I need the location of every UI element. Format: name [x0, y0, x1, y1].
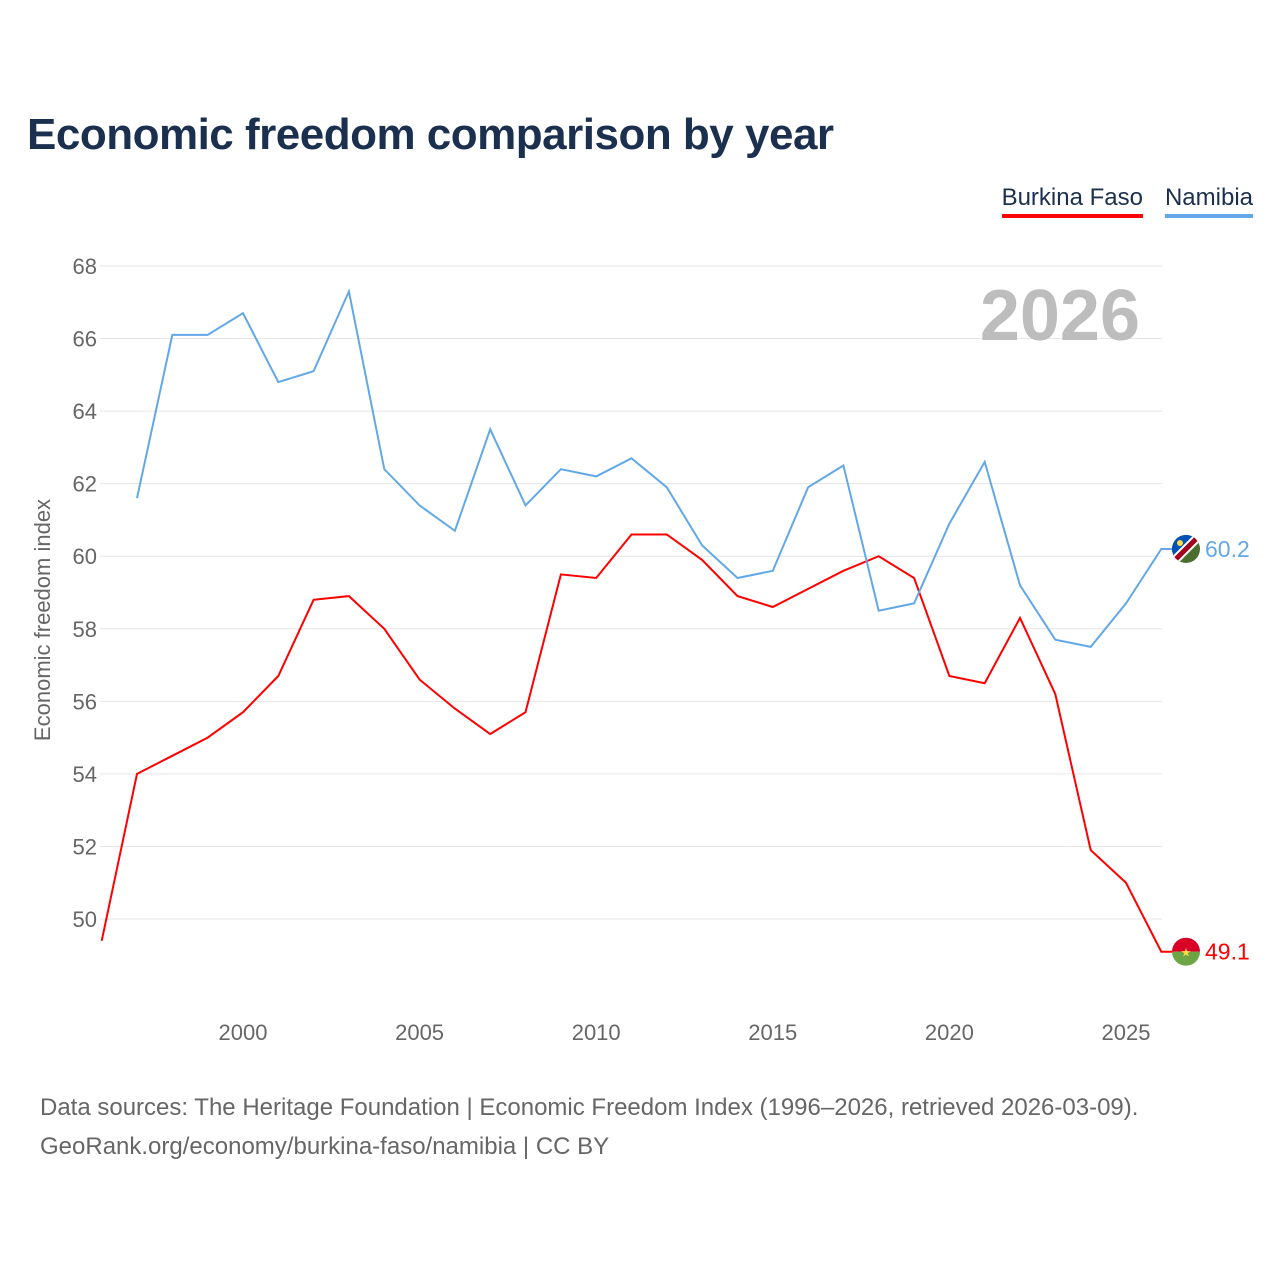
data-point: [240, 310, 246, 316]
end-value-label: 49.1: [1205, 939, 1250, 965]
source-note: Data sources: The Heritage Foundation | …: [40, 1088, 1138, 1166]
series-line-burkina-faso: [100, 533, 1174, 953]
data-point: [452, 706, 458, 712]
data-point: [275, 673, 281, 679]
data-point: [99, 938, 105, 944]
data-point: [1052, 691, 1058, 697]
data-point: [770, 604, 776, 610]
data-point: [487, 426, 493, 432]
data-point: [593, 473, 599, 479]
y-axis-label: Economic freedom index: [30, 499, 55, 741]
data-point: [205, 332, 211, 338]
data-point: [770, 568, 776, 574]
data-point: [1158, 546, 1164, 552]
end-value-label: 60.2: [1205, 536, 1250, 562]
legend-namibia[interactable]: Namibia: [1164, 184, 1253, 218]
x-tick-label: 2000: [219, 1020, 268, 1045]
data-point: [240, 709, 246, 715]
data-point: [311, 368, 317, 374]
data-point: [840, 568, 846, 574]
data-point: [275, 379, 281, 385]
data-point: [1088, 644, 1094, 650]
data-point: [487, 731, 493, 737]
data-point: [1088, 847, 1094, 853]
data-point: [734, 593, 740, 599]
data-point: [982, 459, 988, 465]
data-point: [523, 502, 529, 508]
data-point: [1017, 582, 1023, 588]
data-point: [169, 332, 175, 338]
data-point: [417, 677, 423, 683]
data-point: [629, 531, 635, 537]
data-point: [664, 531, 670, 537]
data-point: [417, 502, 423, 508]
x-tick-label: 2015: [748, 1020, 797, 1045]
flag-sun-icon: [1177, 539, 1183, 546]
data-point: [1123, 600, 1129, 606]
x-tick-label: 2025: [1102, 1020, 1151, 1045]
burkina-faso-flag-icon: [1172, 951, 1200, 966]
legend-burkina-faso[interactable]: Burkina Faso: [1001, 184, 1143, 218]
flag-star-icon: ★: [1181, 946, 1192, 960]
data-point: [346, 288, 352, 294]
data-point: [982, 680, 988, 686]
y-tick-label: 62: [73, 472, 97, 497]
data-point: [699, 557, 705, 563]
data-point: [911, 575, 917, 581]
year-watermark: 2026: [980, 276, 1140, 356]
data-point: [911, 600, 917, 606]
source-line-2[interactable]: GeoRank.org/economy/burkina-faso/namibia…: [40, 1133, 610, 1160]
source-line-1: Data sources: The Heritage Foundation | …: [40, 1094, 1139, 1121]
data-point: [946, 521, 952, 527]
data-point: [629, 455, 635, 461]
data-point: [593, 575, 599, 581]
data-point: [876, 553, 882, 559]
series-line-namibia: [136, 288, 1174, 649]
y-tick-label: 56: [73, 689, 97, 714]
data-point: [205, 735, 211, 741]
data-point: [876, 608, 882, 614]
data-point: [840, 463, 846, 469]
data-point: [699, 542, 705, 548]
data-point: [558, 466, 564, 472]
burkina-faso-flag-icon: [1172, 937, 1200, 952]
data-point: [805, 586, 811, 592]
namibia-flag-icon: [1172, 534, 1200, 563]
chart-title: Economic freedom comparison by year: [27, 110, 834, 159]
y-tick-label: 52: [73, 834, 97, 859]
data-point: [452, 528, 458, 534]
data-point: [346, 593, 352, 599]
y-tick-label: 50: [73, 907, 97, 932]
x-tick-label: 2005: [395, 1020, 444, 1045]
data-point: [734, 575, 740, 581]
data-point: [381, 626, 387, 632]
y-tick-label: 54: [73, 762, 97, 787]
data-point: [1052, 637, 1058, 643]
data-point: [1158, 949, 1164, 955]
data-point: [134, 771, 140, 777]
data-point: [1123, 880, 1129, 886]
x-tick-label: 2020: [925, 1020, 974, 1045]
data-point: [381, 466, 387, 472]
data-point: [946, 673, 952, 679]
data-point: [1017, 615, 1023, 621]
data-point: [169, 753, 175, 759]
legend: Burkina Faso Namibia: [1001, 184, 1253, 218]
data-point: [311, 597, 317, 603]
y-tick-label: 64: [73, 399, 97, 424]
data-point: [558, 571, 564, 577]
data-point: [664, 484, 670, 490]
y-tick-label: 68: [73, 254, 97, 279]
data-point: [134, 495, 140, 501]
data-point: [523, 709, 529, 715]
y-tick-label: 60: [73, 544, 97, 569]
x-tick-label: 2010: [572, 1020, 621, 1045]
data-point: [805, 484, 811, 490]
y-tick-label: 58: [73, 617, 97, 642]
y-tick-label: 66: [73, 327, 97, 352]
